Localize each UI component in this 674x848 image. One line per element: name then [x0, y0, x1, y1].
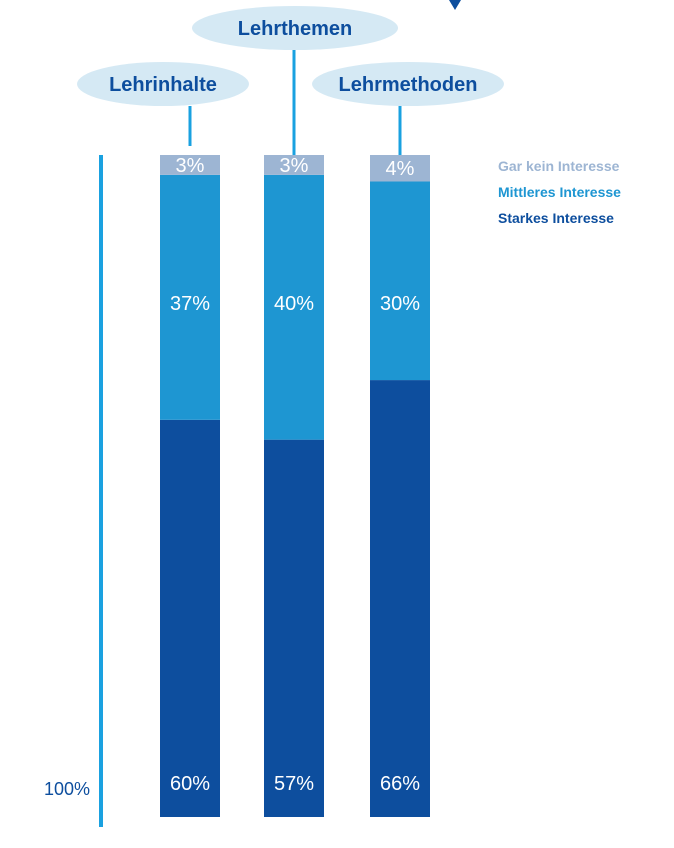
- category-label-lehrthemen: Lehrthemen: [238, 18, 352, 40]
- data-label-lehrinhalte-starkes-interesse: 60%: [170, 773, 210, 795]
- data-label-lehrmethoden-mittleres-interesse: 30%: [380, 293, 420, 315]
- legend-item-starkes-interesse: Starkes Interesse: [498, 210, 614, 226]
- bar-lehrinhalte-starkes-interesse: [160, 419, 220, 817]
- connector-lehrinhalte: [188, 106, 192, 146]
- data-label-lehrthemen-mittleres-interesse: 40%: [274, 293, 314, 315]
- connector-lehrthemen: [292, 50, 296, 155]
- data-label-lehrthemen-starkes-interesse: 57%: [274, 773, 314, 795]
- data-label-lehrmethoden-starkes-interesse: 66%: [380, 773, 420, 795]
- data-label-lehrmethoden-gar-kein-interesse: 4%: [386, 158, 415, 180]
- category-bubble-lehrmethoden: [312, 62, 504, 106]
- category-label-lehrinhalte: Lehrinhalte: [109, 74, 217, 96]
- data-label-lehrinhalte-gar-kein-interesse: 3%: [176, 155, 205, 177]
- category-bubble-lehrinhalte: [77, 62, 249, 106]
- legend: Gar kein Interesse Mittleres Interesse S…: [498, 153, 621, 231]
- bar-lehrthemen-starkes-interesse: [264, 439, 324, 817]
- data-label-lehrinhalte-mittleres-interesse: 37%: [170, 293, 210, 315]
- legend-item-mittleres-interesse: Mittleres Interesse: [498, 184, 621, 200]
- bar-lehrinhalte-gar-kein-interesse: [160, 155, 220, 175]
- bar-lehrthemen-gar-kein-interesse: [264, 155, 324, 175]
- y-axis-label: 100%: [44, 779, 90, 799]
- data-label-lehrthemen-gar-kein-interesse: 3%: [280, 155, 309, 177]
- y-axis-line: [99, 155, 103, 827]
- bar-lehrthemen-mittleres-interesse: [264, 174, 324, 440]
- bar-lehrmethoden-gar-kein-interesse: [370, 155, 430, 182]
- bar-lehrmethoden-mittleres-interesse: [370, 181, 430, 381]
- connector-lehrmethoden: [398, 106, 402, 155]
- bar-lehrinhalte-mittleres-interesse: [160, 174, 220, 420]
- category-label-lehrmethoden: Lehrmethoden: [339, 74, 478, 96]
- pointer-icon: [449, 0, 461, 10]
- legend-item-gar-kein-interesse: Gar kein Interesse: [498, 158, 620, 174]
- category-bubble-lehrthemen: [192, 6, 398, 50]
- bar-lehrmethoden-starkes-interesse: [370, 380, 430, 817]
